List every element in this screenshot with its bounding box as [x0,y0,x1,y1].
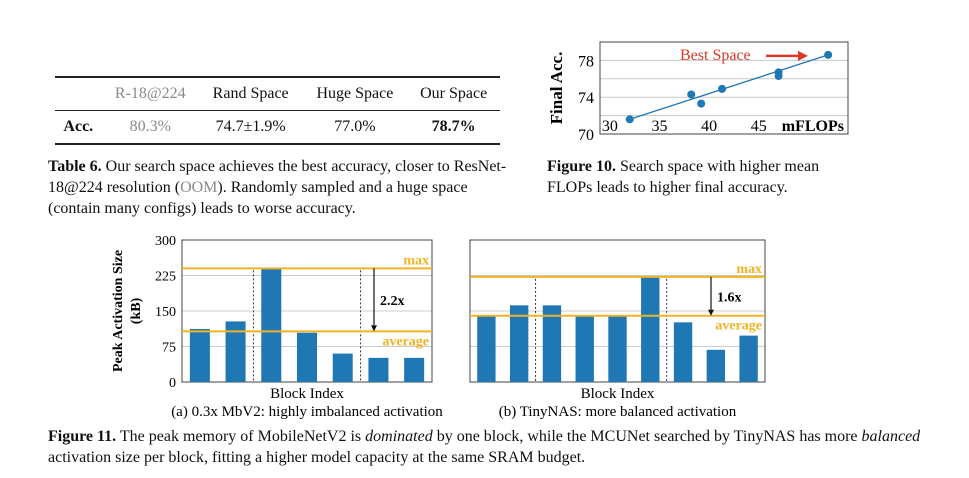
figure-10-chart: 70 74 78 30 35 40 45 mFLOPs Final Acc. Best Space [547,41,849,144]
x-tick-label: 45 [751,118,767,135]
caption-label: Table 6. [48,158,102,175]
y-tick-label: 70 [578,127,594,144]
y-tick-label: 300 [155,234,176,249]
average-label: average [382,334,429,349]
ratio-label: 1.6x [717,290,742,305]
bar [404,357,425,382]
data-point [625,115,634,124]
caption-text: Our search space achieves the best accur… [48,158,507,196]
bar [542,305,562,382]
header-cell: Huge Space [302,77,408,111]
y-axis-label: (kB) [129,297,144,324]
header-cell: Our Space [407,77,500,111]
data-point [824,50,833,59]
bar [332,353,353,382]
plot-frame [599,41,849,135]
caption-text: The peak memory of MobileNetV2 is [116,428,366,445]
x-axis-label: Block Index [270,386,344,402]
annotation-label: Best Space [680,47,751,64]
bar [739,335,758,382]
caption-label: Figure 11. [48,428,117,445]
x-tick-label: 35 [652,118,668,135]
table-row: Acc. 80.3% 74.7±1.9% 77.0% 78.7% [55,111,500,145]
panel-subtitle: (b) TinyNAS: more balanced activation [499,404,737,420]
data-point [774,72,783,81]
arrow-head [371,325,377,332]
x-axis-label: Block Index [581,386,655,402]
table-6-caption: Table 6. Our search space achieves the b… [48,156,510,219]
caption-text: by one block, while the MCUNet searched … [432,428,862,445]
bar [673,322,693,382]
table-header-row: R-18@224 Rand Space Huge Space Our Space [55,77,500,111]
cell: 80.3% [129,118,171,135]
cell: 77.0% [334,118,376,135]
header-cell: Rand Space [198,77,303,111]
y-tick-label: 75 [162,341,176,356]
ratio-label: 2.2x [380,294,405,309]
x-tick-label: 40 [701,118,717,135]
caption-text: Search space with higher mean FLOPs lead… [547,158,820,196]
header-cell: R-18@224 [101,77,199,111]
bar [608,315,627,382]
bar [189,328,210,382]
caption-emphasis: balanced [861,428,921,445]
figure-11-caption: Figure 11. The peak memory of MobileNetV… [48,426,928,468]
cell: 78.7% [431,118,476,135]
data-point [697,99,706,108]
y-tick-label: 78 [578,53,594,70]
header-cell [55,77,102,111]
caption-oom: OOM [180,179,218,196]
row-label: Acc. [63,118,94,135]
bar [477,315,496,382]
figure-10-caption: Figure 10. Search space with higher mean… [547,156,852,198]
max-label: max [403,253,429,268]
y-tick-label: 225 [155,270,176,285]
y-axis-label: Final Acc. [547,52,566,125]
y-tick-label: 0 [169,376,176,391]
bar [368,357,389,382]
y-tick-label: 74 [578,90,594,107]
bar [297,332,317,382]
bar [641,276,660,382]
average-label: average [715,319,762,334]
data-point [687,90,696,99]
figure-11-chart: Peak Activation Size (kB) 0 75 150 225 300 max a… [111,234,766,420]
panel-subtitle: (a) 0.3x MbV2: highly imbalanced activat… [171,404,443,420]
x-tick-label: 30 [602,118,618,135]
y-axis-label: Peak Activation Size [111,250,126,372]
max-label: max [736,262,762,277]
cell: 74.7±1.9% [215,118,286,135]
arrow-head [708,309,714,316]
data-point [718,84,727,93]
x-axis-label: mFLOPs [782,118,844,135]
caption-label: Figure 10. [547,158,617,175]
bar [509,305,529,382]
bar [261,268,282,382]
bar [225,321,246,382]
table-6: R-18@224 Rand Space Huge Space Our Space… [55,76,500,145]
y-tick-label: 150 [155,305,176,320]
bar [575,315,594,382]
caption-text: ). Randomly sampled and a huge space (co… [48,179,468,217]
trendline [629,54,829,120]
bar [706,349,726,382]
arrow-head [798,50,808,61]
caption-emphasis: dominated [365,428,433,445]
caption-text: activation size per block, fitting a hig… [48,449,586,466]
